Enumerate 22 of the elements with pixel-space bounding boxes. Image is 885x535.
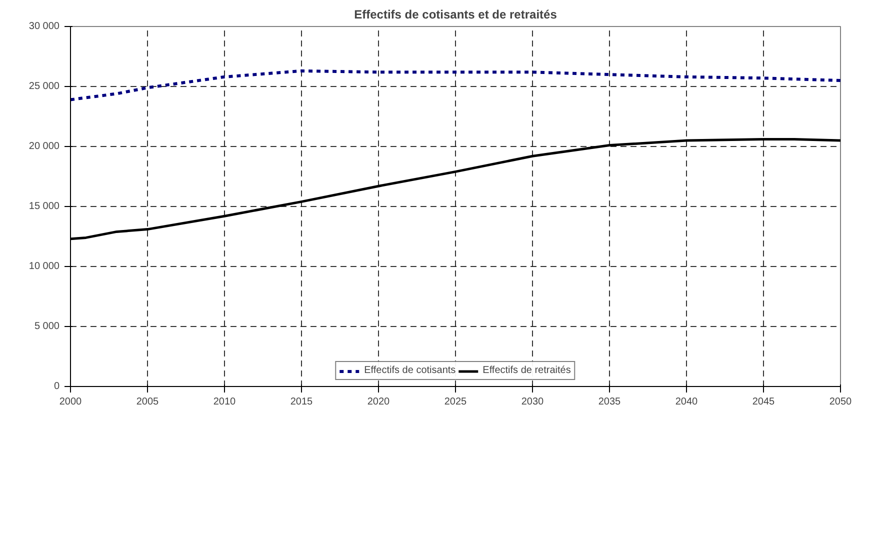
y-tick-label: 0 bbox=[54, 381, 60, 392]
chart-title: Effectifs de cotisants et de retraités bbox=[354, 8, 558, 22]
line-series bbox=[70, 69, 840, 102]
y-tick-label: 15 000 bbox=[28, 201, 60, 212]
x-tick-label: 2015 bbox=[290, 396, 314, 408]
legend-label: Effectifs de retraités bbox=[482, 365, 571, 376]
x-tick-label: 2050 bbox=[829, 396, 852, 408]
x-tick-label: 2045 bbox=[752, 396, 776, 408]
x-tick-label: 2000 bbox=[59, 396, 82, 408]
y-tick-label: 25 000 bbox=[28, 81, 60, 92]
y-tick-label: 30 000 bbox=[28, 21, 60, 32]
x-tick-label: 2030 bbox=[521, 396, 544, 408]
x-tick-label: 2010 bbox=[213, 396, 236, 408]
x-tick-label: 2025 bbox=[444, 396, 468, 408]
x-tick-label: 2020 bbox=[367, 396, 390, 408]
y-tick-label: 5 000 bbox=[34, 321, 60, 332]
x-tick-label: 2035 bbox=[598, 396, 622, 408]
x-tick-label: 2005 bbox=[136, 396, 160, 408]
y-tick-label: 10 000 bbox=[28, 261, 60, 272]
y-tick-label: 20 000 bbox=[28, 141, 60, 152]
x-tick-label: 2040 bbox=[675, 396, 698, 408]
legend-label: Effectifs de cotisants bbox=[364, 365, 456, 376]
